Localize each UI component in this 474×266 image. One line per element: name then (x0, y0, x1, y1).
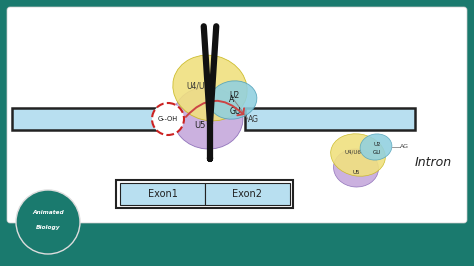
Ellipse shape (173, 55, 247, 121)
Text: U5: U5 (352, 171, 360, 176)
Text: A: A (229, 95, 235, 105)
Text: U4/U6: U4/U6 (186, 81, 210, 90)
Text: AG: AG (400, 144, 409, 149)
Text: GU: GU (373, 149, 381, 155)
Bar (12, 108, 167, 130)
FancyBboxPatch shape (116, 180, 293, 208)
Text: U2: U2 (230, 92, 240, 101)
Text: G--OH: G--OH (158, 116, 178, 122)
Text: Animated: Animated (32, 210, 64, 215)
Bar (205, 183, 290, 205)
Ellipse shape (209, 81, 257, 119)
Text: Intron: Intron (415, 156, 452, 168)
Text: Exon1: Exon1 (147, 189, 177, 199)
Text: U2: U2 (373, 142, 381, 147)
Text: U4/U6: U4/U6 (345, 149, 362, 155)
Text: AG: AG (248, 114, 259, 123)
Ellipse shape (331, 134, 385, 176)
Ellipse shape (173, 87, 243, 149)
FancyBboxPatch shape (7, 7, 467, 223)
Ellipse shape (360, 134, 392, 160)
Text: mRNA Splicing: mRNA Splicing (122, 16, 352, 44)
Bar (245, 108, 415, 130)
Text: U5: U5 (194, 122, 206, 131)
Circle shape (16, 190, 80, 254)
Ellipse shape (334, 149, 378, 187)
Text: Biology: Biology (36, 225, 60, 230)
Text: GU: GU (229, 106, 241, 115)
Circle shape (152, 103, 184, 135)
Bar (120, 183, 205, 205)
Text: Exon2: Exon2 (233, 189, 263, 199)
